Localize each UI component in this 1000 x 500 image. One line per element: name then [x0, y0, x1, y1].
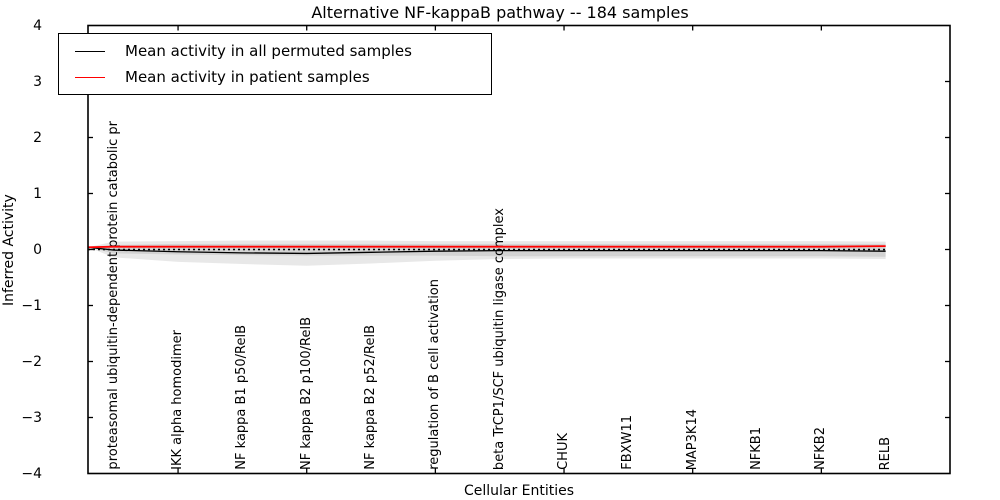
legend-entry-permuted: Mean activity in all permuted samples	[59, 42, 491, 60]
y-tick-label: 0	[33, 241, 42, 258]
legend-entry-patient: Mean activity in patient samples	[59, 68, 491, 86]
y-tick-label: 2	[33, 129, 42, 146]
y-tick-label: −2	[21, 353, 42, 370]
y-tick-label: −4	[21, 465, 42, 482]
legend-label-permuted: Mean activity in all permuted samples	[125, 42, 412, 60]
permuted-mean-line	[87, 246, 886, 255]
y-tick-label: −3	[21, 409, 42, 426]
patient-line-swatch	[75, 76, 105, 78]
y-tick-label: −1	[21, 297, 42, 314]
chart-title: Alternative NF-kappaB pathway -- 184 sam…	[311, 3, 689, 22]
y-axis-label: Inferred Activity	[1, 194, 17, 306]
legend-label-patient: Mean activity in patient samples	[125, 68, 370, 86]
y-tick-label: 4	[33, 17, 42, 34]
patient-std-band	[88, 240, 886, 257]
x-axis-label: Cellular Entities	[463, 483, 575, 499]
permuted-line-swatch	[75, 50, 105, 52]
permuted-std-band	[88, 243, 886, 266]
y-tick-label: 1	[33, 185, 42, 202]
patient-mean-line	[87, 245, 886, 249]
legend: Mean activity in all permuted samples Me…	[58, 33, 492, 95]
y-tick-label: 3	[33, 73, 42, 90]
